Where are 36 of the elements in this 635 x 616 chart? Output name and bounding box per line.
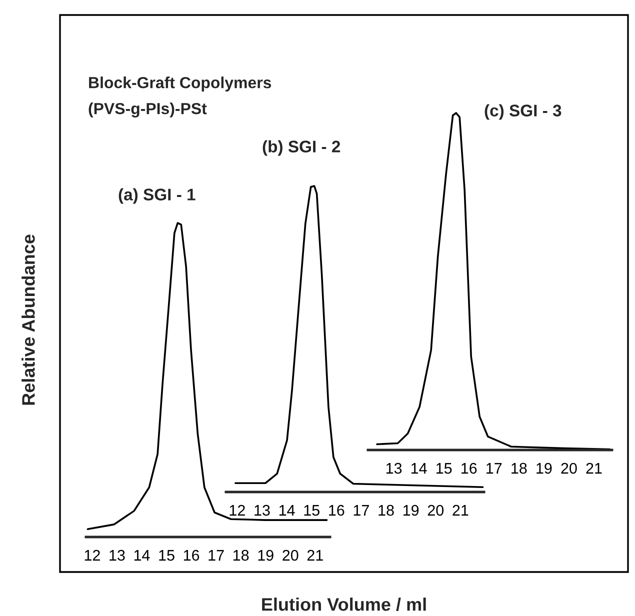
chart-title: (c) SGI - 3: [484, 104, 562, 120]
text: (PVS-g-PIs)-PSt: [88, 102, 207, 118]
x-tick-label: 15: [159, 550, 174, 561]
x-tick-label: 13: [254, 504, 270, 516]
x-tick-label: 14: [279, 505, 295, 516]
x-tick-label: 15: [436, 463, 452, 474]
x-tick-label: 16: [184, 550, 200, 561]
x-tick-label: 17: [354, 505, 369, 516]
x-tick-label: 20: [282, 550, 298, 561]
x-axis-title: Elution Volume / ml: [262, 598, 426, 612]
x-tick-label: 18: [512, 462, 527, 474]
x-tick-label: 12: [230, 504, 245, 516]
x-tick-label: 16: [462, 462, 477, 474]
x-tick-label: 21: [586, 462, 602, 474]
text: Block-Graft Copolymers: [89, 76, 272, 92]
x-tick-label: 15: [304, 505, 320, 516]
x-tick-label: 14: [134, 550, 150, 561]
x-tick-label: 12: [84, 550, 100, 561]
chart-title: (b) SGI - 2: [262, 140, 340, 156]
x-tick-label: 19: [258, 550, 274, 561]
x-tick-label: 14: [411, 463, 427, 474]
x-tick-label: 18: [233, 550, 249, 561]
x-tick-label: 21: [307, 550, 323, 561]
x-tick-label: 16: [329, 504, 344, 516]
x-tick-label: 17: [486, 463, 502, 474]
x-tick-label: 20: [561, 462, 577, 474]
x-tick-label: 21: [452, 504, 468, 516]
x-tick-label: 20: [428, 504, 444, 516]
x-tick-label: 19: [403, 504, 419, 516]
x-tick-label: 13: [386, 462, 402, 474]
x-tick-label: 18: [378, 504, 394, 516]
x-tick-label: 13: [110, 550, 125, 561]
y-axis-title: Relative Abundance: [22, 234, 35, 405]
x-tick-label: 17: [208, 550, 224, 561]
x-tick-label: 19: [536, 462, 552, 474]
chart-title: (a) SGI - 1: [118, 188, 196, 204]
